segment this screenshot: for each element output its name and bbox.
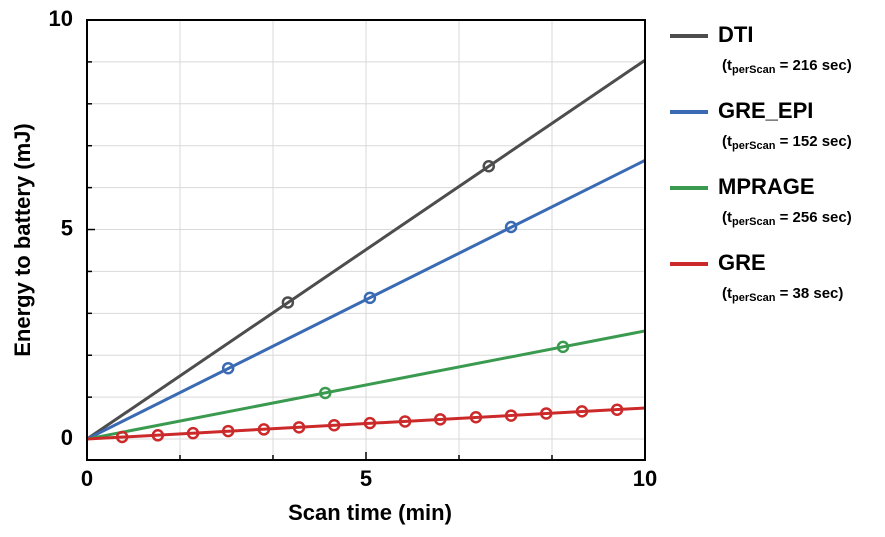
marker [482, 159, 496, 173]
marker [610, 403, 624, 416]
note-sub: perScan [732, 292, 776, 304]
note-prefix: (t [722, 285, 732, 302]
marker [327, 418, 341, 432]
series-line [86, 329, 646, 441]
note-sub: perScan [732, 64, 776, 76]
note-prefix: (t [722, 209, 732, 226]
note-sub: perScan [732, 140, 776, 152]
marker [292, 421, 306, 434]
note-suffix: = 152 sec) [775, 133, 851, 150]
marker [504, 220, 518, 234]
plot-frame [86, 19, 646, 461]
marker [469, 411, 483, 424]
x-tick-label: 5 [360, 466, 372, 491]
marker [115, 430, 129, 444]
marker [504, 409, 518, 422]
marker [257, 423, 271, 436]
marker [151, 429, 165, 442]
x-tick-label: 10 [633, 466, 657, 491]
legend-note: (tperScan = 38 sec) [722, 285, 843, 304]
note-suffix: = 216 sec) [775, 57, 851, 74]
y-tick-label: 5 [61, 215, 73, 240]
legend-note: (tperScan = 216 sec) [722, 57, 852, 76]
marker [433, 413, 447, 426]
legend-label: GRE [718, 250, 766, 275]
y-tick-label: 10 [49, 6, 73, 31]
marker [221, 361, 235, 375]
x-tick-label: 0 [81, 466, 93, 491]
marker [363, 416, 377, 430]
note-sub: perScan [732, 216, 776, 228]
x-axis-title: Scan time (min) [288, 500, 452, 525]
note-suffix: = 256 sec) [775, 209, 851, 226]
plot [86, 58, 646, 444]
series-line [86, 58, 646, 441]
legend: DTI(tperScan = 216 sec)GRE_EPI(tperScan … [670, 22, 852, 304]
marker [398, 415, 412, 428]
marker [539, 407, 553, 420]
legend-note: (tperScan = 256 sec) [722, 209, 852, 228]
y-tick-label: 0 [61, 425, 73, 450]
legend-label: DTI [718, 22, 753, 47]
legend-note: (tperScan = 152 sec) [722, 133, 852, 152]
marker [221, 424, 235, 438]
marker [319, 386, 332, 400]
marker [363, 291, 377, 305]
legend-label: GRE_EPI [718, 98, 813, 123]
note-prefix: (t [722, 133, 732, 150]
y-axis-title: Energy to battery (mJ) [10, 123, 35, 357]
marker [575, 405, 589, 418]
legend-label: MPRAGE [718, 174, 815, 199]
note-prefix: (t [722, 57, 732, 74]
marker [281, 296, 295, 309]
note-suffix: = 38 sec) [775, 285, 843, 302]
marker [186, 426, 200, 440]
marker [556, 340, 570, 354]
